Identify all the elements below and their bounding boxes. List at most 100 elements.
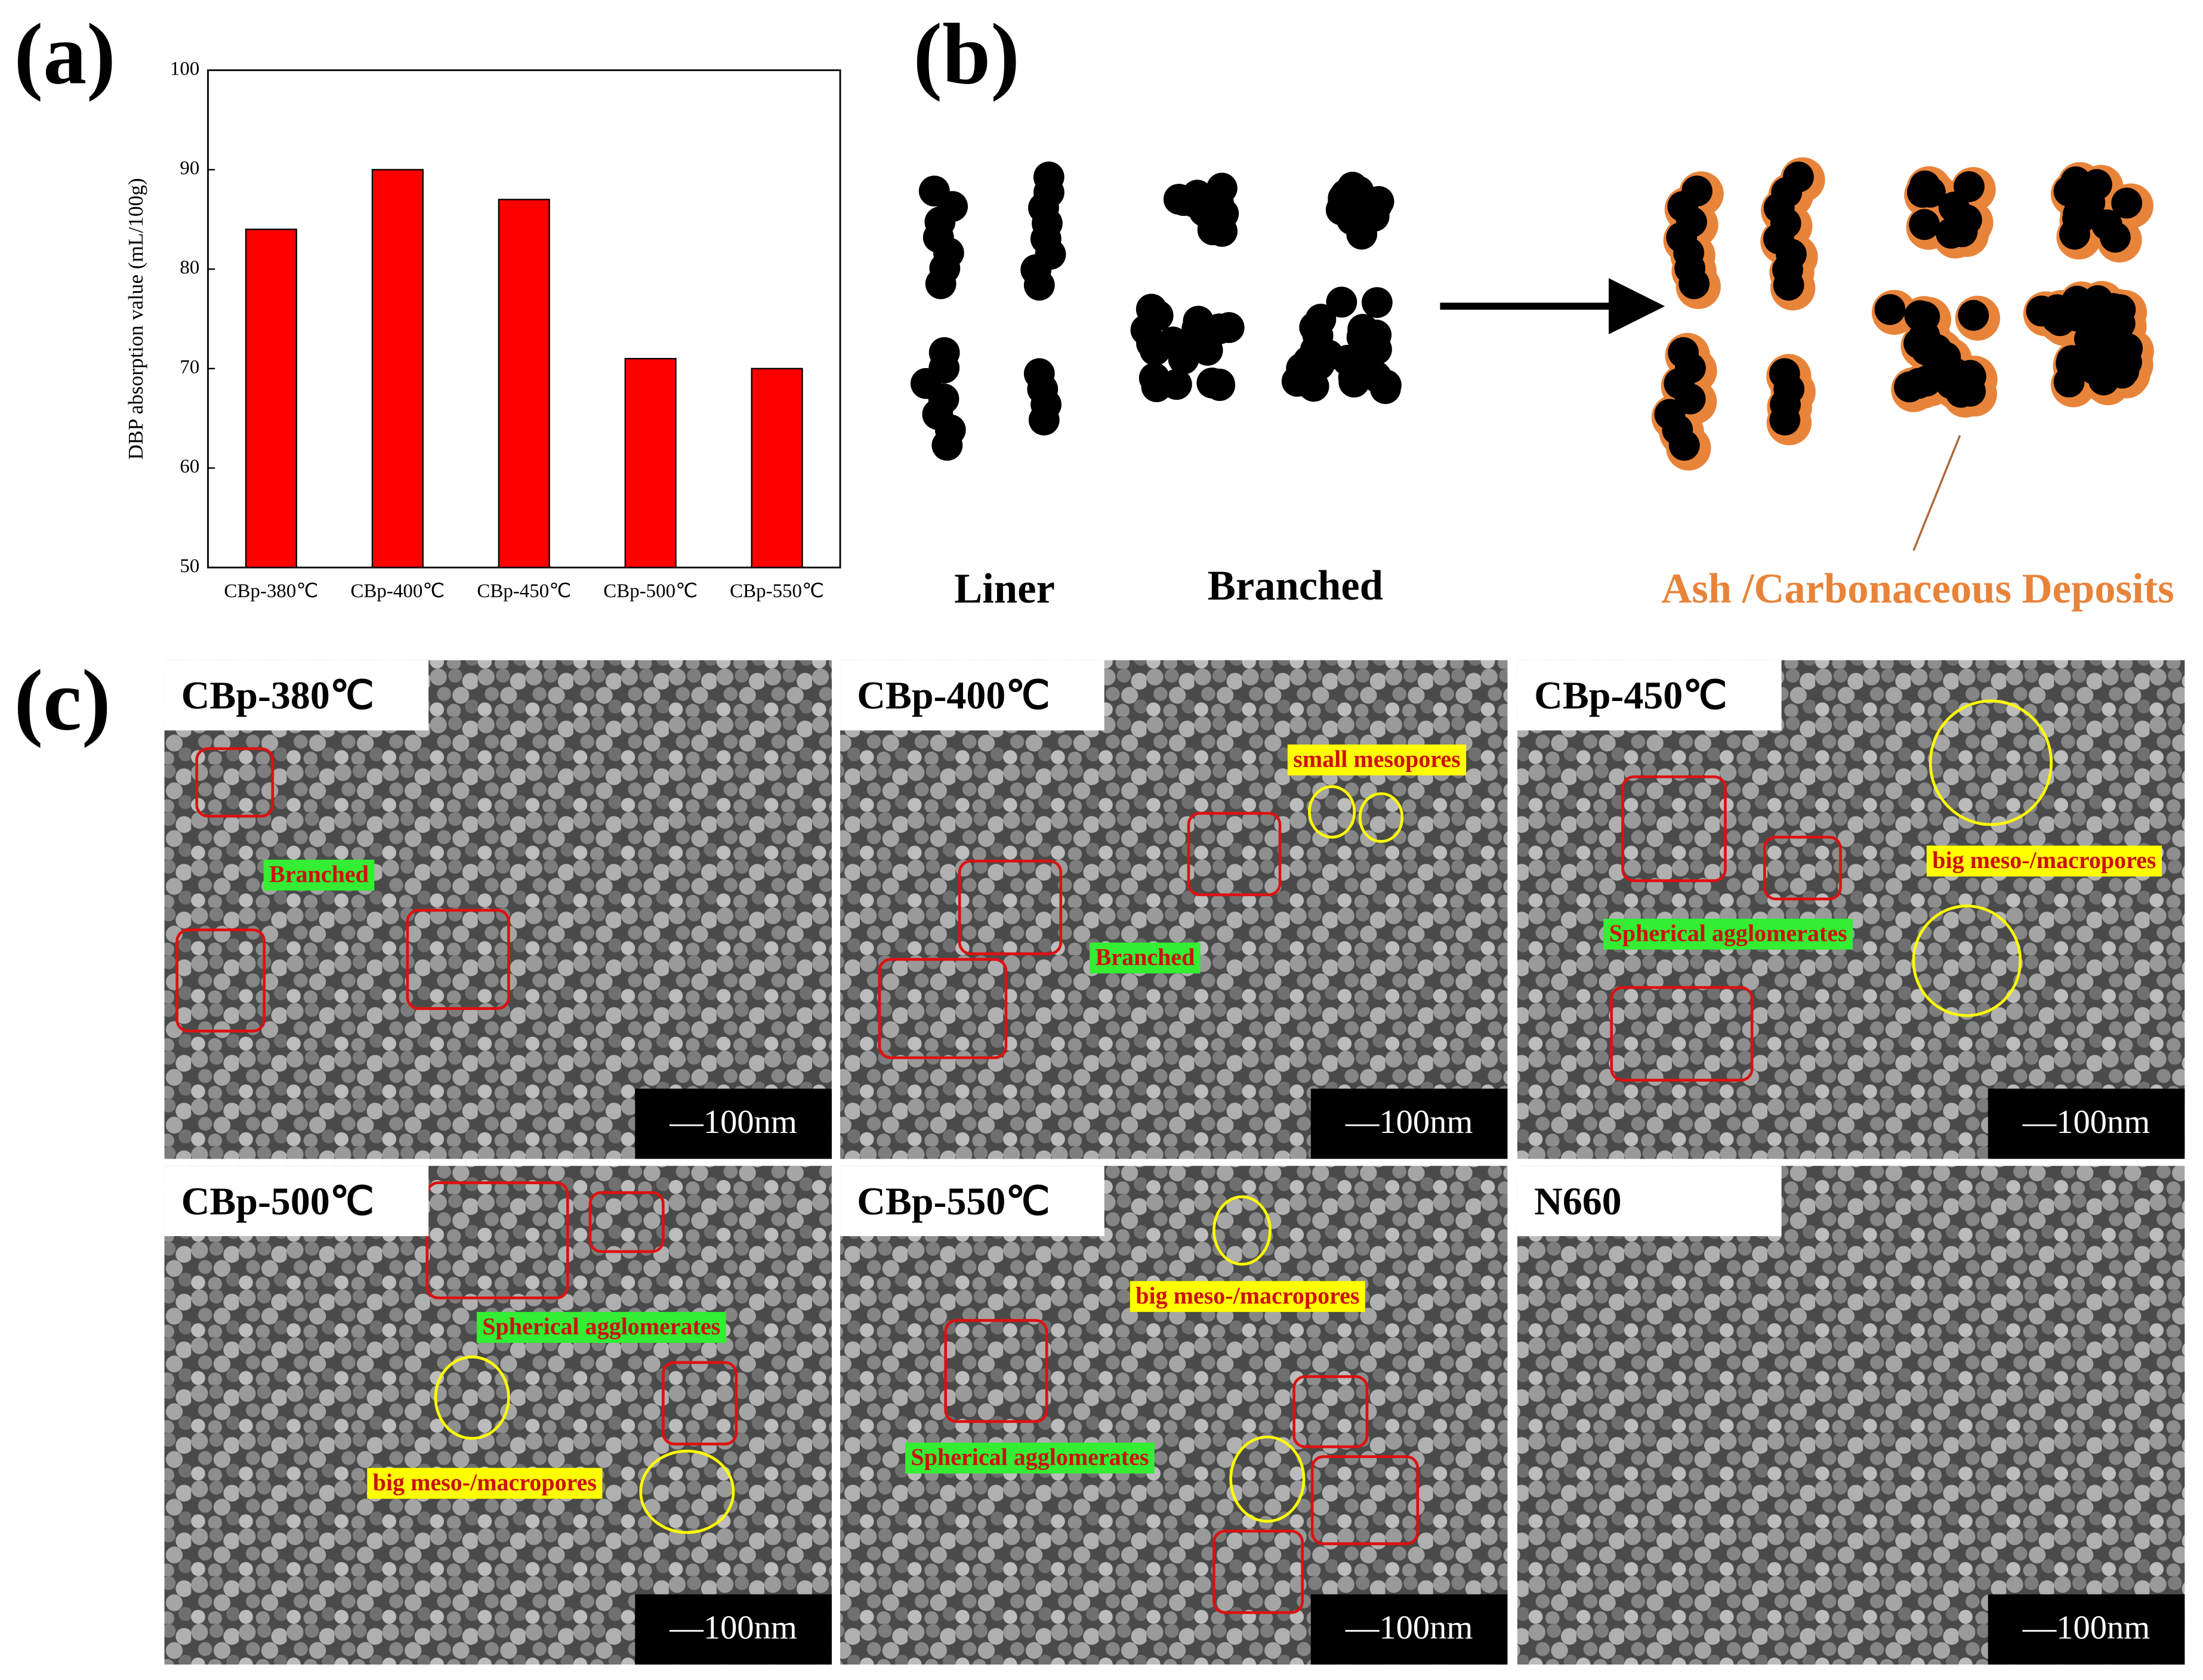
- particle: [1958, 299, 1989, 331]
- scale-bar: —100nm: [1345, 1104, 1473, 1141]
- bar: [371, 169, 424, 569]
- particle: [1909, 209, 1940, 240]
- scale-bar: —100nm: [669, 1104, 797, 1141]
- panel-title: N660: [1534, 1179, 1621, 1223]
- y-axis-label: DBP absorption value (mL/100g): [124, 178, 147, 459]
- y-tick-label: 90: [180, 158, 199, 179]
- particle: [2112, 333, 2143, 364]
- highlight-box: [878, 958, 1008, 1060]
- scale-bar-box: [1310, 1088, 1508, 1159]
- highlight-box: [175, 928, 266, 1033]
- annotation-bg: [1130, 1281, 1365, 1312]
- particle: [1338, 362, 1369, 393]
- particle: [2093, 295, 2125, 326]
- y-tick-label: 60: [180, 456, 199, 477]
- annotation-bg: [1090, 942, 1201, 974]
- scale-bar-box: [1310, 1594, 1508, 1665]
- highlight-box: [1187, 811, 1282, 897]
- panel-title: CBp-380℃: [181, 674, 374, 718]
- particle: [1023, 270, 1055, 301]
- panel-label: (b): [913, 5, 1019, 102]
- highlight-box: [1610, 986, 1754, 1082]
- panel-title: CBp-400℃: [857, 674, 1050, 718]
- bar: [751, 368, 803, 569]
- highlight-circle: [1308, 785, 1356, 839]
- particle: [1904, 300, 1936, 332]
- annotation-bg: [1603, 918, 1853, 950]
- pointer-line: [1912, 435, 1961, 551]
- x-tick-label: CBp-450℃: [477, 580, 571, 602]
- sem-image: [1517, 1166, 2185, 1665]
- highlight-box: [944, 1318, 1048, 1423]
- annotation: big meso-/macropores: [1932, 847, 2156, 873]
- title-box: [164, 1166, 429, 1236]
- title-box: [840, 1166, 1104, 1236]
- highlight-box: [1292, 1375, 1369, 1449]
- particle: [1136, 294, 1167, 325]
- particle: [1911, 334, 1942, 366]
- annotation-bg: [367, 1468, 603, 1499]
- highlight-circle: [639, 1449, 735, 1534]
- annotation-bg: [1926, 845, 2162, 877]
- title-box: [840, 660, 1104, 731]
- particle: [1206, 172, 1238, 204]
- particle: [1313, 339, 1344, 371]
- scale-bar-box: [635, 1594, 832, 1665]
- particle: [1299, 311, 1331, 343]
- title-box: [1517, 660, 1782, 731]
- scale-bar: —100nm: [2022, 1104, 2150, 1141]
- panel-label: (a): [14, 5, 116, 102]
- particle: [2056, 348, 2087, 379]
- panel-title: CBp-450℃: [1534, 674, 1727, 718]
- title-box: [1517, 1166, 1782, 1236]
- x-tick-label: CBp-550℃: [730, 580, 824, 602]
- particle: [1769, 404, 1801, 436]
- x-tick-label: CBp-400℃: [350, 580, 445, 602]
- diagram-label: Branched: [1208, 563, 1383, 609]
- annotation-bg: [1287, 744, 1467, 776]
- particle: [1954, 360, 1986, 391]
- scale-bar-box: [1988, 1088, 2185, 1159]
- scale-bar: —100nm: [669, 1610, 797, 1647]
- scale-bar: —100nm: [1345, 1610, 1473, 1647]
- annotation: Spherical agglomerates: [911, 1444, 1149, 1471]
- highlight-circle: [434, 1355, 510, 1440]
- diagram-label: Liner: [954, 566, 1055, 612]
- particle: [1181, 180, 1213, 211]
- highlight-circle: [1929, 699, 2053, 826]
- particle: [1773, 270, 1804, 301]
- particle: [2099, 221, 2131, 253]
- particle: [1204, 313, 1235, 345]
- particle: [1204, 370, 1235, 402]
- particle: [1915, 177, 1946, 208]
- annotation: small mesopores: [1293, 745, 1460, 772]
- particle: [1161, 369, 1192, 400]
- highlight-box: [1310, 1455, 1420, 1545]
- particle: [1936, 218, 1967, 249]
- bar: [624, 357, 677, 569]
- annotation-bg: [476, 1312, 726, 1343]
- highlight-circle: [1229, 1435, 1306, 1523]
- annotation: Branched: [1096, 943, 1195, 970]
- annotation: big meso-/macropores: [373, 1469, 597, 1496]
- particle: [2111, 187, 2143, 219]
- annotation: big meso-/macropores: [1136, 1282, 1359, 1309]
- highlight-box: [406, 909, 510, 1010]
- scale-bar-box: [635, 1088, 832, 1159]
- y-tick-label: 80: [180, 257, 199, 279]
- particle: [1954, 171, 1985, 202]
- highlight-box: [1763, 835, 1842, 901]
- particle: [1346, 322, 1378, 353]
- annotation-bg: [263, 859, 375, 891]
- highlight-circle: [1358, 792, 1404, 843]
- y-tick-label: 100: [170, 58, 199, 79]
- highlight-box: [425, 1181, 569, 1299]
- highlight-box: [1212, 1530, 1304, 1614]
- panel-title: CBp-500℃: [181, 1179, 374, 1223]
- particle: [1903, 368, 1934, 399]
- panel-title: CBp-550℃: [857, 1179, 1050, 1223]
- annotation: Spherical agglomerates: [482, 1313, 720, 1340]
- particle: [1874, 294, 1906, 325]
